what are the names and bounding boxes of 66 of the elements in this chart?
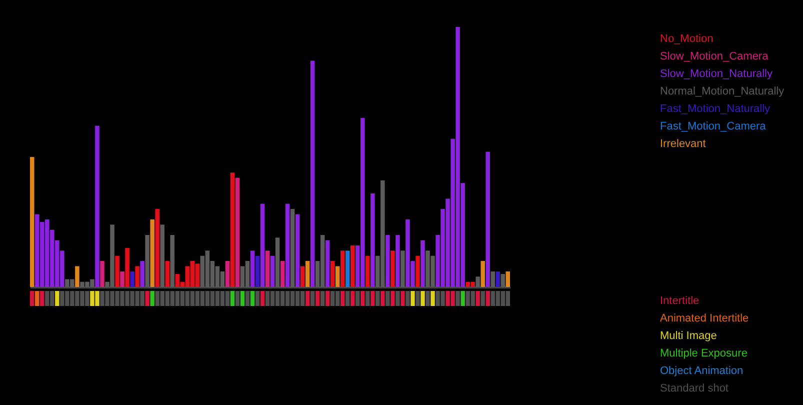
bar xyxy=(340,250,345,287)
legend-label: Object Animation xyxy=(660,365,744,377)
bar xyxy=(145,235,150,287)
bar xyxy=(335,266,340,287)
text: Fast_Motion_Naturally xyxy=(660,103,771,115)
bar xyxy=(350,245,355,287)
text: Multi Image xyxy=(660,330,717,342)
bar xyxy=(400,250,405,287)
bar xyxy=(130,271,134,287)
bar xyxy=(416,256,420,287)
bar xyxy=(30,157,34,287)
text: Normal_Motion_Naturally xyxy=(660,86,785,98)
bar xyxy=(386,235,390,287)
bar xyxy=(255,256,260,287)
bar xyxy=(155,209,160,287)
bar xyxy=(250,250,255,287)
text: Fast_Motion_Camera xyxy=(660,120,767,132)
bar xyxy=(366,256,370,287)
text: Standard shot xyxy=(660,382,728,394)
bar xyxy=(75,266,80,287)
bar xyxy=(396,235,400,287)
bar xyxy=(270,256,275,287)
bar xyxy=(486,152,490,287)
bar xyxy=(275,238,280,287)
text: Slow_Motion_Naturally xyxy=(660,68,773,80)
bar xyxy=(135,266,140,287)
bar xyxy=(125,248,130,287)
bar xyxy=(325,240,330,287)
bar xyxy=(265,250,270,287)
bar xyxy=(235,178,240,287)
bar xyxy=(170,235,174,287)
bar xyxy=(115,256,120,287)
text: Irrelevant xyxy=(660,138,706,150)
bar xyxy=(295,214,300,287)
bar xyxy=(140,261,144,287)
bar xyxy=(330,261,335,287)
bar xyxy=(160,224,164,287)
bar xyxy=(370,193,375,287)
text: Slow_Motion_Camera xyxy=(660,50,770,62)
bar xyxy=(260,204,265,287)
bar xyxy=(280,261,285,287)
text: Animated Intertitle xyxy=(660,312,749,324)
bar xyxy=(225,261,230,287)
bar xyxy=(506,271,510,287)
bar xyxy=(345,250,350,287)
bar xyxy=(100,261,104,287)
bar xyxy=(300,266,305,287)
bar xyxy=(480,261,485,287)
bar xyxy=(420,240,425,287)
bar xyxy=(165,261,170,287)
bar xyxy=(150,219,154,287)
bar xyxy=(305,261,310,287)
bar xyxy=(500,274,505,287)
bar xyxy=(496,271,500,287)
bar xyxy=(95,126,100,287)
bar xyxy=(310,60,315,287)
text: No_Motion xyxy=(660,33,714,45)
bar xyxy=(476,276,480,287)
bar xyxy=(230,172,235,287)
bar xyxy=(390,250,395,287)
bar xyxy=(290,209,295,287)
bar xyxy=(490,271,495,287)
bar xyxy=(120,271,124,287)
text: Multiple Exposure xyxy=(660,348,748,360)
text: Intertitle xyxy=(660,295,700,307)
bar xyxy=(285,204,290,287)
